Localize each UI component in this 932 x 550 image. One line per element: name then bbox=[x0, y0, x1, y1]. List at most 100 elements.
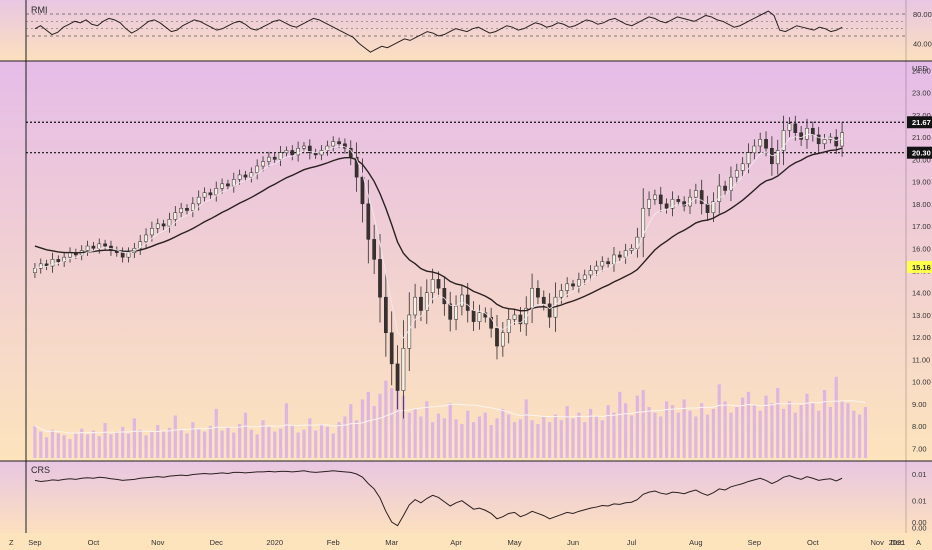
volume-bar bbox=[723, 401, 727, 458]
candle-body bbox=[231, 179, 236, 187]
volume-bar bbox=[495, 418, 499, 458]
crs-tick-label: 0.01 bbox=[912, 470, 927, 479]
volume-bar bbox=[80, 428, 84, 458]
price-tick-label: 9.00 bbox=[912, 400, 927, 409]
volume-bar bbox=[220, 430, 224, 458]
moving-averages bbox=[34, 134, 843, 339]
volume-bar bbox=[501, 408, 505, 458]
auto-scale-icon[interactable]: A bbox=[916, 538, 921, 547]
volume-bar bbox=[197, 428, 201, 458]
price-tick-label: 17.00 bbox=[912, 222, 931, 231]
z-order-icon[interactable]: Z bbox=[9, 538, 14, 547]
candle-body bbox=[150, 228, 154, 236]
volume-bar bbox=[688, 410, 692, 458]
volume-bar bbox=[161, 430, 166, 458]
candle-body bbox=[237, 174, 242, 180]
candle-body bbox=[536, 288, 540, 298]
volume-bar bbox=[284, 403, 289, 458]
volume-bar bbox=[85, 434, 90, 458]
volume-bar bbox=[805, 393, 809, 458]
date-tick-label: Mar bbox=[385, 538, 398, 547]
volume-bar bbox=[454, 419, 458, 458]
volume-bar bbox=[448, 403, 452, 458]
candle-body bbox=[38, 263, 43, 269]
candle-body bbox=[401, 348, 406, 391]
volume-bar bbox=[793, 412, 797, 458]
volume-bar bbox=[390, 388, 394, 458]
volume-bar bbox=[202, 431, 207, 458]
volume-bar bbox=[776, 388, 780, 458]
candle-body bbox=[91, 245, 96, 249]
volume-bar bbox=[355, 420, 359, 458]
volume-bar bbox=[583, 422, 587, 458]
candle-body bbox=[144, 234, 148, 242]
volume-ma-line bbox=[34, 400, 866, 434]
volume-bar bbox=[372, 406, 376, 458]
volume-bar bbox=[828, 407, 832, 458]
candle-body bbox=[471, 310, 476, 322]
horizontal-levels[interactable] bbox=[26, 121, 906, 154]
price-tick-label: 21.00 bbox=[912, 133, 931, 142]
crs-line bbox=[34, 470, 843, 527]
candle-body bbox=[577, 279, 581, 287]
volume-bar bbox=[97, 436, 101, 458]
price-tick-label: 16.00 bbox=[912, 244, 931, 253]
volume-bar bbox=[167, 427, 172, 458]
price-tick-label: 11.00 bbox=[912, 355, 930, 364]
candle-body bbox=[389, 332, 394, 365]
volume-bar bbox=[536, 424, 540, 458]
volume-bar bbox=[436, 413, 441, 458]
candle-body bbox=[430, 279, 435, 293]
candle-body bbox=[600, 261, 605, 267]
volume-bar bbox=[337, 422, 341, 458]
date-axis[interactable]: Sep Oct Nov Dec 2020 Feb Mar Apr May Jun Jul Aug Sep… bbox=[28, 538, 905, 547]
short-moving-average bbox=[34, 134, 843, 339]
volume-bar bbox=[39, 431, 43, 458]
candle-body bbox=[97, 243, 102, 249]
volume-bar bbox=[278, 428, 283, 458]
candle-body bbox=[214, 188, 219, 196]
price-badge-label: 20.30 bbox=[912, 149, 931, 158]
volume-bar bbox=[717, 384, 721, 458]
candle-body bbox=[805, 127, 809, 140]
volume-bar bbox=[840, 401, 844, 458]
volume-bar bbox=[319, 424, 324, 458]
volume-bar bbox=[150, 431, 154, 458]
volume-bar bbox=[407, 412, 411, 458]
volume-bar bbox=[530, 420, 534, 458]
candle-body bbox=[120, 252, 125, 258]
volume-bar bbox=[577, 412, 581, 458]
candle-body bbox=[465, 294, 470, 311]
volume-bar bbox=[460, 424, 464, 458]
volume-bar bbox=[606, 405, 610, 458]
volume-bar bbox=[711, 408, 716, 458]
date-tick-label: Feb bbox=[327, 538, 340, 547]
candle-body bbox=[571, 283, 575, 287]
volume-bar bbox=[173, 415, 177, 458]
volume-bar bbox=[126, 433, 131, 458]
volume-bar bbox=[267, 426, 271, 458]
candle-body bbox=[682, 201, 687, 207]
volume-bar bbox=[56, 433, 60, 458]
crs-pane-bg bbox=[0, 461, 932, 533]
volume-bar bbox=[694, 416, 698, 458]
price-tick-label: 20.00 bbox=[912, 155, 931, 164]
volume-bar bbox=[144, 435, 148, 458]
volume-bar bbox=[822, 390, 827, 458]
candle-body bbox=[547, 303, 552, 318]
candle-body bbox=[267, 156, 271, 162]
candle-body bbox=[179, 208, 184, 213]
candle-body bbox=[840, 132, 844, 147]
volume-bar bbox=[45, 437, 49, 458]
candle-body bbox=[161, 223, 166, 227]
rmi-tick-label: 40.00 bbox=[913, 39, 932, 48]
volume-bar bbox=[612, 412, 616, 458]
candle-body bbox=[781, 130, 786, 151]
date-tick-label: May bbox=[507, 538, 521, 547]
volume-bar bbox=[261, 420, 265, 458]
volume-bar bbox=[758, 410, 762, 458]
volume-bar bbox=[752, 405, 756, 458]
volume-bar bbox=[419, 416, 423, 458]
candle-body bbox=[623, 250, 628, 258]
volume-bar bbox=[641, 390, 645, 458]
